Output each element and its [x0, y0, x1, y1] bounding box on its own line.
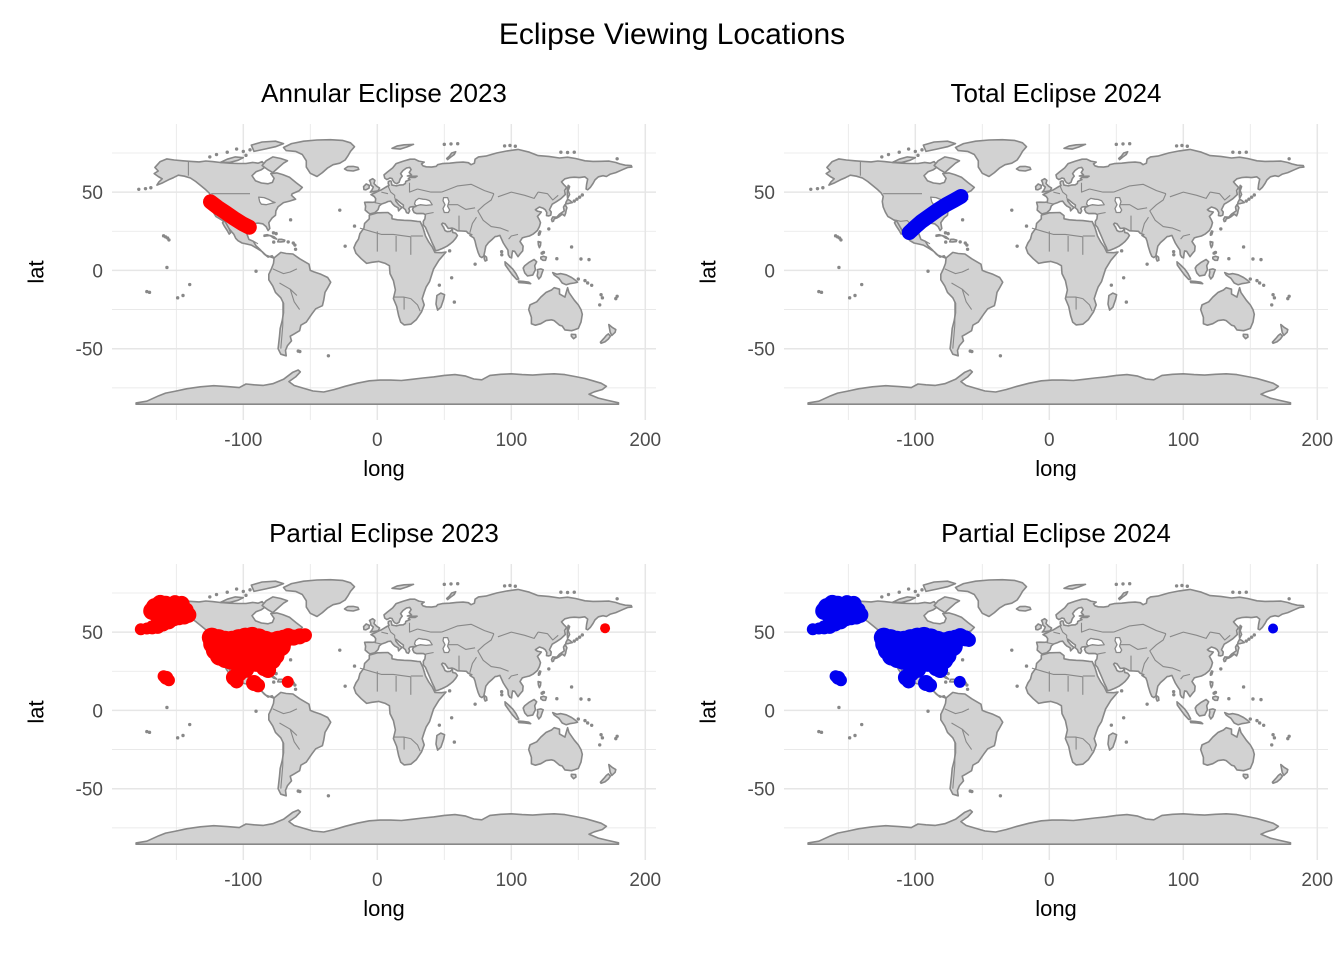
x-tick-label: 0	[1044, 430, 1055, 451]
y-tick-label: 0	[92, 261, 103, 282]
facet-partial-2024: Partial Eclipse 2024 lat 50 0 -50 -100 0 100 2…	[672, 504, 1344, 944]
x-tick-label: 200	[629, 870, 661, 891]
y-axis-title: lat	[696, 700, 721, 724]
eclipse-points	[134, 594, 611, 693]
x-axis-title: long	[363, 456, 405, 481]
y-tick-label: 50	[754, 623, 775, 644]
map-panel-total-2024: 50 0 -50 -100 0 100 200	[748, 124, 1333, 451]
y-axis-title: lat	[24, 700, 49, 724]
map-panel-partial-2024: 50 0 -50 -100 0 100 200	[748, 564, 1333, 891]
y-tick-label: 0	[92, 701, 103, 722]
world-map	[807, 138, 1305, 405]
x-tick-label: 100	[495, 430, 527, 451]
y-tick-label: -50	[76, 340, 103, 361]
panel-wrap: lat 50 0 -50 -100 0 100 200	[24, 124, 661, 451]
x-tick-label: 0	[1044, 870, 1055, 891]
y-tick-label: -50	[748, 780, 775, 801]
facet-partial-2023: Partial Eclipse 2023 lat 50 0 -50 -100 0 100 2…	[0, 504, 672, 944]
x-tick-label: -100	[224, 870, 262, 891]
facet-total-2024: Total Eclipse 2024 lat 50 0 -50 -100 0 100 200…	[672, 64, 1344, 504]
facet-title: Partial Eclipse 2024	[941, 518, 1171, 548]
axis-tick-labels: 50 0 -50 -100 0 100 200	[748, 623, 1334, 891]
map-panel-annular-2023: 50 0 -50 -100 0 100 200	[76, 124, 661, 451]
x-tick-label: 100	[1167, 430, 1199, 451]
x-tick-label: -100	[896, 430, 934, 451]
world-map	[135, 138, 633, 405]
map-panel-partial-2023: 50 0 -50 -100 0 100 200	[76, 564, 661, 891]
x-tick-label: 200	[1301, 430, 1333, 451]
y-tick-label: 0	[764, 701, 775, 722]
x-tick-label: 100	[1167, 870, 1199, 891]
x-tick-label: 200	[1301, 870, 1333, 891]
y-tick-label: 50	[82, 623, 103, 644]
axis-tick-labels: 50 0 -50 -100 0 100 200	[76, 623, 662, 891]
panel-wrap: lat 50 0 -50 -100 0 100 200	[696, 124, 1333, 451]
x-tick-label: 0	[372, 430, 383, 451]
x-tick-label: -100	[224, 430, 262, 451]
x-axis-title: long	[1035, 456, 1077, 481]
x-axis-title: long	[1035, 896, 1077, 921]
facet-grid: Annular Eclipse 2023 lat 50 0 -50 -100 0 100 2…	[0, 64, 1344, 944]
panel-wrap: lat 50 0 -50 -100 0 100 200	[696, 564, 1333, 891]
y-axis-title: lat	[24, 260, 49, 284]
facet-title: Total Eclipse 2024	[950, 78, 1162, 108]
x-tick-label: 200	[629, 430, 661, 451]
eclipse-points	[901, 189, 969, 240]
y-tick-label: -50	[748, 340, 775, 361]
facet-annular-2023: Annular Eclipse 2023 lat 50 0 -50 -100 0 100 2…	[0, 64, 672, 504]
y-tick-label: -50	[76, 780, 103, 801]
y-tick-label: 50	[754, 183, 775, 204]
figure-title: Eclipse Viewing Locations	[498, 18, 846, 51]
eclipse-points	[806, 594, 1279, 693]
x-tick-label: 100	[495, 870, 527, 891]
panel-wrap: lat 50 0 -50 -100 0 100 200	[24, 564, 661, 891]
x-axis-title: long	[363, 896, 405, 921]
eclipse-points	[203, 194, 257, 235]
y-axis-title: lat	[696, 260, 721, 284]
axis-tick-labels: 50 0 -50 -100 0 100 200	[76, 183, 662, 451]
x-tick-label: 0	[372, 870, 383, 891]
facet-title: Partial Eclipse 2023	[269, 518, 499, 548]
y-tick-label: 0	[764, 261, 775, 282]
world-map	[135, 578, 633, 845]
axis-tick-labels: 50 0 -50 -100 0 100 200	[748, 183, 1334, 451]
facet-title: Annular Eclipse 2023	[261, 78, 507, 108]
world-map	[807, 578, 1305, 845]
y-tick-label: 50	[82, 183, 103, 204]
x-tick-label: -100	[896, 870, 934, 891]
